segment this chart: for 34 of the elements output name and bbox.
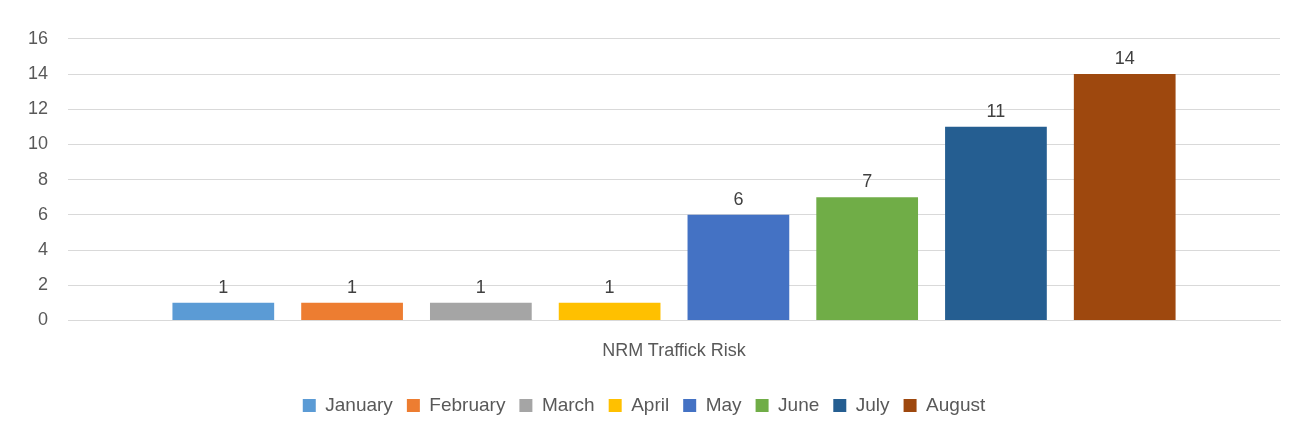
bar xyxy=(1073,74,1176,320)
data-label: 14 xyxy=(1114,47,1135,68)
bar xyxy=(558,302,661,320)
y-tick-label: 2 xyxy=(38,274,49,295)
y-tick-label: 10 xyxy=(27,133,49,154)
bar xyxy=(429,302,532,320)
legend-label: June xyxy=(778,393,820,415)
x-tick-label: NRM Traffick Risk xyxy=(602,340,747,361)
bar xyxy=(687,214,790,320)
legend-label: February xyxy=(429,393,506,415)
y-tick-label: 8 xyxy=(38,168,49,189)
data-label: 1 xyxy=(347,276,358,297)
y-tick-label: 0 xyxy=(38,309,49,330)
legend-label: March xyxy=(541,393,595,415)
y-tick-label: 6 xyxy=(38,203,49,224)
data-label: 1 xyxy=(475,276,486,297)
legend-label: January xyxy=(325,393,394,415)
data-label: 1 xyxy=(218,276,229,297)
bar xyxy=(301,302,403,320)
y-tick-label: 16 xyxy=(27,27,49,48)
data-label: 6 xyxy=(733,188,744,209)
y-tick-label: 14 xyxy=(27,62,49,83)
y-tick-label: 4 xyxy=(38,238,49,259)
data-label: 11 xyxy=(986,100,1006,121)
bar xyxy=(945,126,1047,320)
data-label: 1 xyxy=(604,276,615,297)
data-label: 7 xyxy=(862,171,873,192)
legend-label: July xyxy=(855,393,891,415)
bar xyxy=(172,302,275,320)
legend-label: August xyxy=(926,393,986,415)
legend-label: May xyxy=(705,393,743,415)
y-tick-label: 12 xyxy=(27,98,49,119)
legend-label: April xyxy=(631,393,670,415)
bar xyxy=(816,197,919,320)
